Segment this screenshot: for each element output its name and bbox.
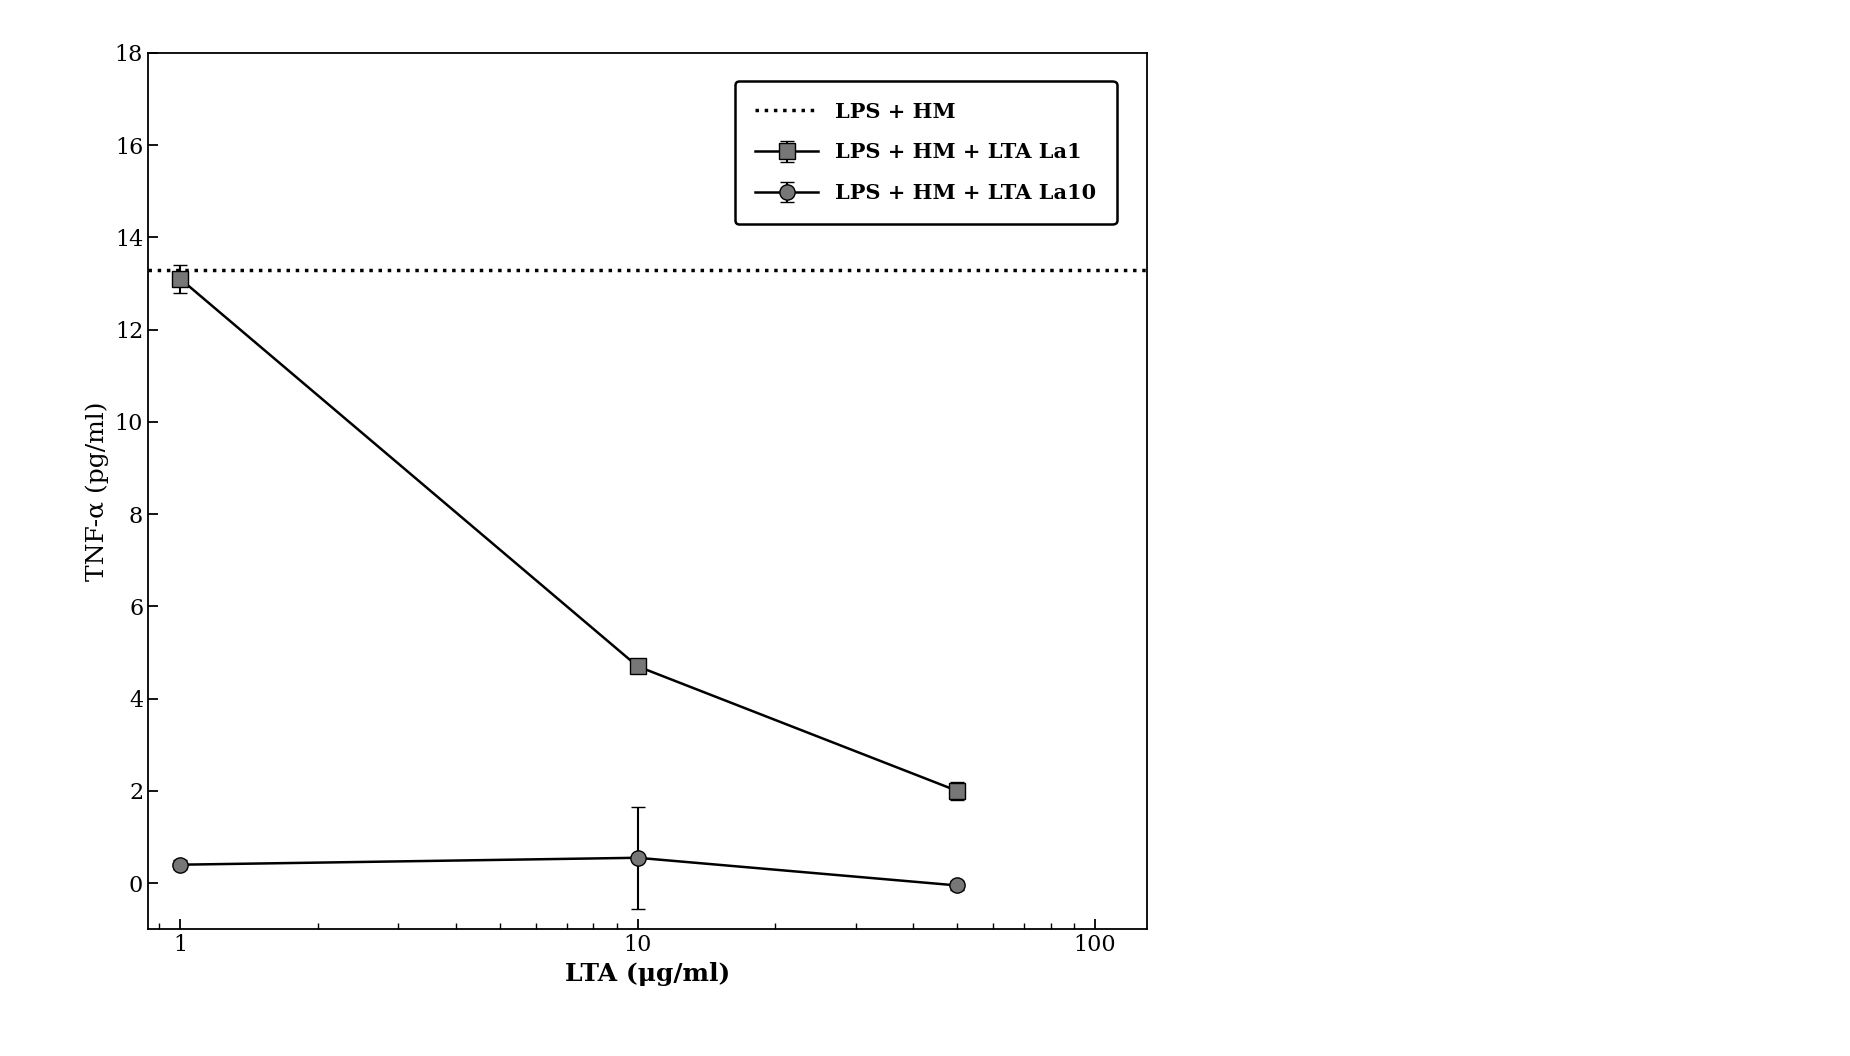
LPS + HM [168, 263, 191, 276]
X-axis label: LTA (μg/ml): LTA (μg/ml) [564, 962, 731, 985]
Legend: LPS + HM, LPS + HM + LTA La1, LPS + HM + LTA La10: LPS + HM, LPS + HM + LTA La1, LPS + HM +… [734, 80, 1117, 224]
Y-axis label: TNF-α (pg/ml): TNF-α (pg/ml) [85, 401, 109, 581]
